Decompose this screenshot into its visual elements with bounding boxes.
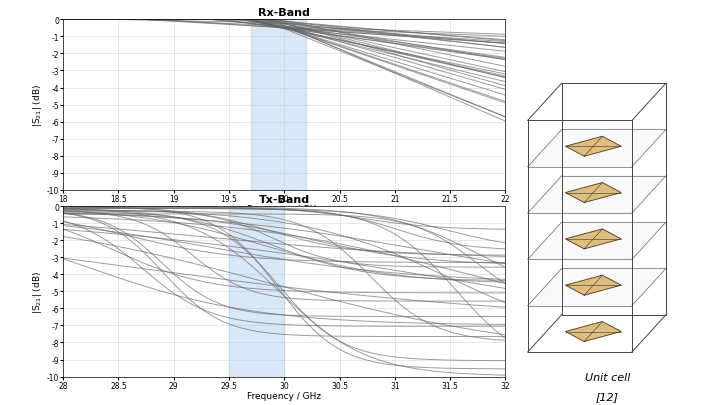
Bar — [251, 20, 306, 190]
Polygon shape — [528, 222, 666, 260]
Text: [12]: [12] — [596, 391, 618, 401]
Polygon shape — [566, 275, 621, 295]
Polygon shape — [566, 137, 621, 157]
Polygon shape — [566, 229, 621, 249]
Y-axis label: |S$_{21}$| (dB): |S$_{21}$| (dB) — [31, 270, 44, 313]
Polygon shape — [566, 322, 621, 341]
Bar — [229, 207, 284, 377]
Polygon shape — [528, 130, 666, 167]
Polygon shape — [528, 269, 666, 306]
Y-axis label: |S$_{21}$| (dB): |S$_{21}$| (dB) — [31, 84, 44, 127]
X-axis label: Frequency / GHz: Frequency / GHz — [247, 391, 322, 400]
Title: Tx-Band: Tx-Band — [259, 194, 310, 205]
Polygon shape — [528, 176, 666, 213]
Text: Unit cell: Unit cell — [585, 372, 630, 382]
Title: Rx-Band: Rx-Band — [258, 8, 310, 18]
X-axis label: Frequency / GHz: Frequency / GHz — [247, 205, 322, 214]
Polygon shape — [566, 183, 621, 203]
